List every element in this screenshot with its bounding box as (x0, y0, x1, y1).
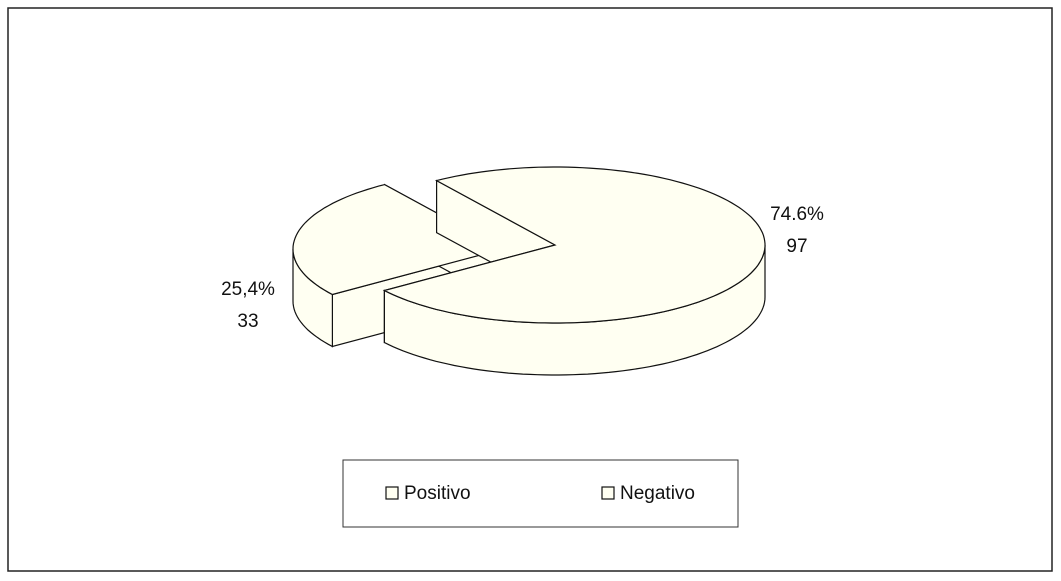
legend-swatch (385, 486, 399, 500)
legend-swatch (601, 486, 615, 500)
legend-label: Negativo (620, 483, 695, 504)
slice-top (382, 166, 766, 324)
percent-label: 74.6% (770, 204, 824, 225)
slice (382, 166, 766, 376)
slice-top (292, 183, 505, 296)
legend-box (342, 459, 739, 528)
value-label: 97 (786, 236, 807, 257)
value-label: 33 (237, 311, 258, 332)
legend-label: Positivo (404, 483, 471, 504)
percent-label: 25,4% (221, 279, 275, 300)
